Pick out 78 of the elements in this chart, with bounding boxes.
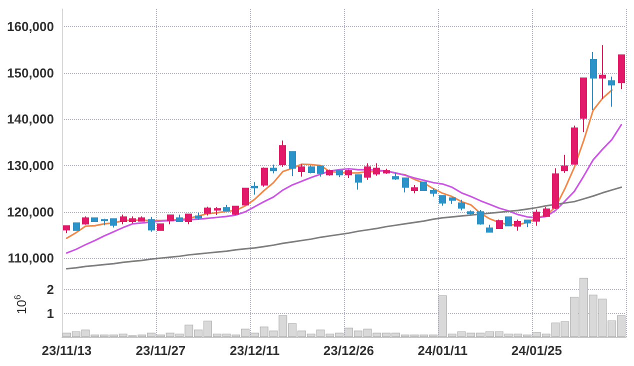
candlestick: [533, 208, 540, 226]
candlestick: [261, 166, 268, 188]
candlestick: [373, 162, 380, 176]
candlestick: [618, 54, 625, 90]
candlestick: [571, 125, 578, 166]
candlestick: [317, 165, 324, 178]
line-series: [66, 186, 622, 270]
candlestick: [308, 165, 315, 174]
y-tick-label: 160,000: [7, 19, 54, 34]
candlestick: [345, 169, 352, 179]
candlestick: [223, 204, 230, 212]
candlestick: [73, 222, 80, 231]
candlestick: [561, 154, 568, 174]
candlestick: [279, 140, 286, 168]
candlestick: [148, 216, 155, 232]
candlestick: [157, 223, 164, 231]
y-tick-label: 120,000: [7, 204, 54, 220]
candlestick: [204, 206, 211, 216]
candlestick: [129, 216, 136, 224]
candlestick: [524, 219, 531, 228]
candlestick: [298, 164, 305, 178]
x-tick-label: 24/01/25: [511, 343, 562, 358]
candlestick: [101, 218, 108, 226]
x-tick-label: 23/11/13: [42, 343, 92, 358]
candlestick: [580, 77, 587, 133]
candlestick: [430, 188, 437, 198]
candlestick: [326, 169, 333, 176]
candlestick: [543, 206, 550, 218]
line-series: [66, 124, 622, 254]
x-tick-label: 23/12/11: [230, 343, 280, 358]
candlestick: [411, 184, 418, 194]
candlestick: [458, 199, 465, 211]
candlestick: [138, 216, 145, 222]
candlestick: [195, 212, 202, 220]
candlestick: [449, 197, 456, 204]
candlestick: [599, 44, 606, 100]
candlestick: [383, 168, 390, 174]
candlestick: [270, 164, 277, 174]
candlestick: [486, 224, 493, 233]
x-tick-label: 23/12/26: [323, 343, 374, 358]
candlestick: [91, 217, 98, 222]
candlestick: [242, 188, 249, 206]
y-tick-label: 2: [46, 282, 54, 298]
candlestick: [420, 182, 427, 192]
candlestick: [110, 218, 117, 228]
candlestick: [82, 216, 89, 226]
candlestick: [505, 216, 512, 227]
y-tick-label: 130,000: [7, 158, 54, 174]
candlestick: [214, 206, 221, 216]
candlestick: [439, 195, 446, 206]
candlestick: [355, 174, 362, 190]
y-tick-label: 1: [46, 306, 54, 321]
candlestick: [289, 151, 296, 177]
candlestick: [590, 52, 597, 110]
y-tick-label: 150,000: [7, 65, 54, 80]
candlestick: [392, 172, 399, 180]
candlestick: [514, 219, 521, 232]
candlestick: [364, 162, 371, 180]
candlestick: [176, 214, 183, 222]
candlestick: [477, 209, 484, 226]
candlestick: [232, 206, 239, 216]
candlestick: [608, 76, 615, 108]
y-axis-title: 106: [12, 294, 29, 314]
y-tick-label: 110,000: [8, 250, 54, 266]
x-tick-label: 24/01/11: [418, 343, 468, 358]
candlestick: [336, 170, 343, 178]
candlestick: [120, 214, 127, 225]
candlestick: [251, 182, 258, 196]
line-series: [66, 89, 613, 239]
candlestick: [167, 214, 174, 225]
candlestick: [467, 210, 474, 216]
candlestick: [496, 219, 503, 230]
candlestick: [185, 214, 192, 225]
candlestick: [402, 178, 409, 193]
candlestick: [552, 168, 559, 210]
y-tick-label: 140,000: [7, 112, 54, 127]
candlestick: [63, 225, 70, 234]
x-tick-label: 23/11/27: [136, 343, 186, 358]
